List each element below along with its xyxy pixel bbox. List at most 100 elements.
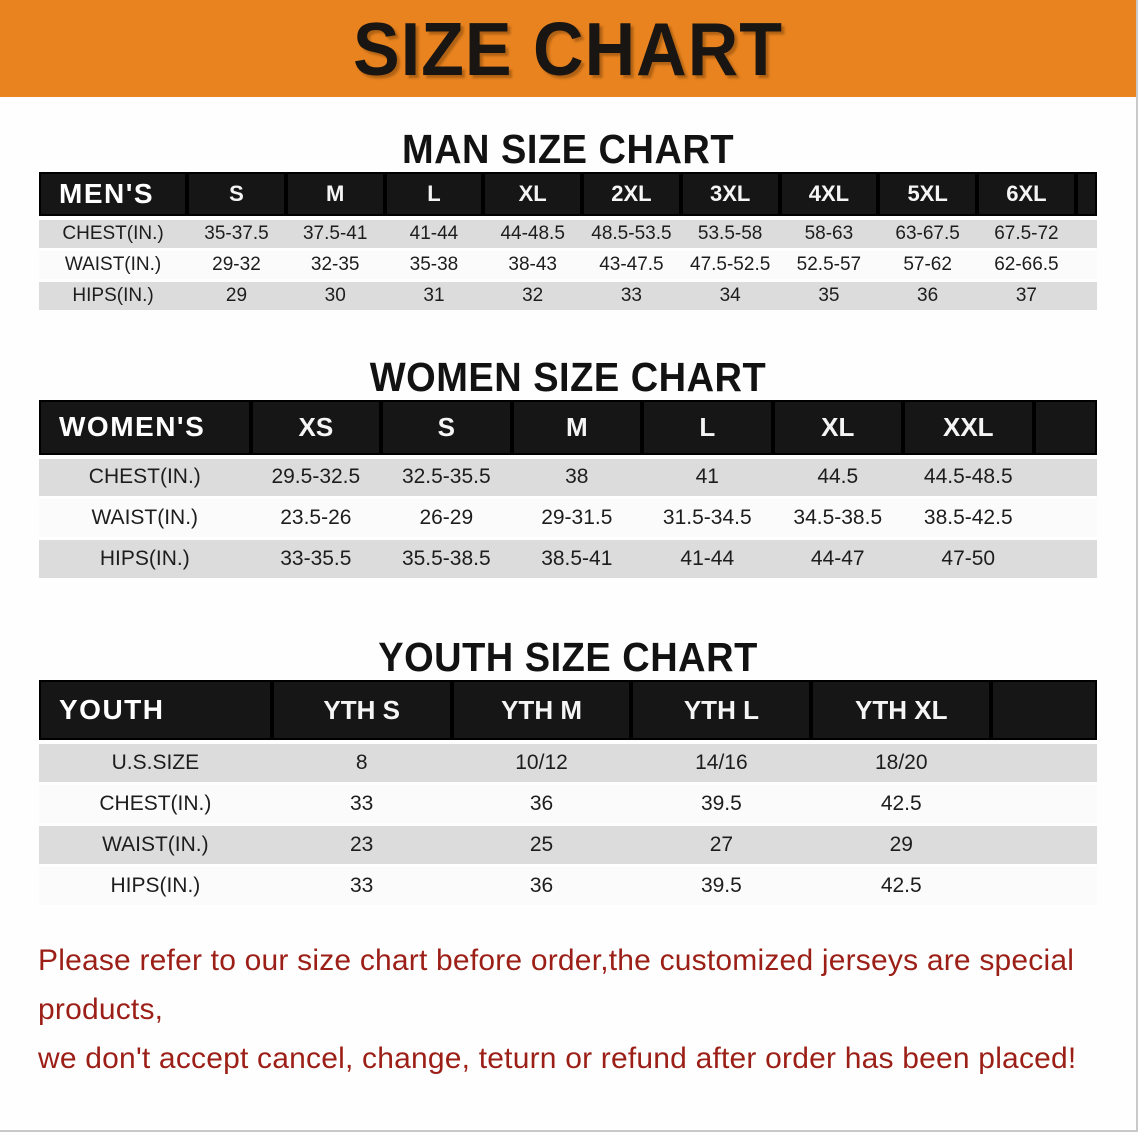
measurement-cell: 14/16	[631, 742, 812, 785]
spacer-cell	[1033, 497, 1097, 540]
table-row: CHEST(IN.) 35-37.5 37.5-41 41-44 44-48.5 48.5…	[39, 218, 1097, 251]
row-label-cell: WAIST(IN.)	[39, 249, 188, 282]
banner: SIZE CHART	[0, 0, 1136, 97]
table-row: HIPS(IN.) 33 36 39.5 42.5	[39, 865, 1097, 908]
measurement-cell: 29	[187, 280, 286, 313]
measurement-cell: 31	[384, 280, 484, 313]
table-header-row: WOMEN'S XS S M L XL XXL	[39, 399, 1097, 459]
measurement-cell: 57-62	[878, 249, 977, 282]
spacer-cell	[1075, 172, 1097, 220]
table-row: CHEST(IN.) 33 36 39.5 42.5	[39, 783, 1097, 826]
table-row: WAIST(IN.) 23 25 27 29	[39, 824, 1097, 867]
measurement-cell: 29-31.5	[511, 497, 643, 540]
row-label-cell: WAIST(IN.)	[39, 824, 272, 867]
women-size-table: WOMEN'S XS S M L XL XXL CHEST(IN.) 29.5-32.5 32.5…	[39, 399, 1097, 581]
disclaimer-line-1: Please refer to our size chart before or…	[38, 943, 1075, 1026]
measurement-cell: 29.5-32.5	[250, 456, 382, 499]
measurement-cell: 52.5-57	[779, 249, 879, 282]
table-row: WAIST(IN.) 23.5-26 26-29 29-31.5 31.5-34.5 34…	[39, 497, 1097, 540]
table-row: CHEST(IN.) 29.5-32.5 32.5-35.5 38 41 44.5 44.5…	[39, 456, 1097, 499]
spacer-cell	[1075, 280, 1097, 313]
row-label-cell: WAIST(IN.)	[39, 497, 251, 540]
measurement-cell: 25	[451, 824, 632, 867]
youth-section-heading: YOUTH SIZE CHART	[378, 635, 758, 681]
measurement-cell: 38.5-41	[511, 538, 643, 581]
spacer-cell	[991, 824, 1097, 867]
measurement-cell: 29-32	[187, 249, 286, 282]
measurement-cell: 37.5-41	[285, 218, 385, 251]
spacer-cell	[991, 680, 1097, 744]
measurement-cell: 41-44	[384, 218, 484, 251]
disclaimer-line-2: we don't accept cancel, change, teturn o…	[38, 1041, 1077, 1075]
spacer-cell	[1075, 249, 1097, 282]
measurement-cell: 42.5	[811, 865, 992, 908]
table-row: U.S.SIZE 8 10/12 14/16 18/20	[39, 742, 1097, 785]
spacer-cell	[1033, 538, 1097, 581]
measurement-cell: 8	[271, 742, 452, 785]
men-size-table: MEN'S S M L XL 2XL 3XL 4XL 5XL 6XL CHEST(IN.) 35-37…	[39, 172, 1097, 313]
row-label-cell: CHEST(IN.)	[39, 456, 251, 499]
measurement-cell: 32-35	[285, 249, 385, 282]
measurement-cell: 41-44	[642, 538, 773, 581]
row-label-cell: U.S.SIZE	[39, 742, 272, 785]
measurement-cell: 36	[451, 865, 632, 908]
table-row: HIPS(IN.) 33-35.5 35.5-38.5 38.5-41 41-44 44-…	[39, 538, 1097, 581]
measurement-cell: 34	[680, 280, 780, 313]
spacer-cell	[991, 865, 1097, 908]
measurement-cell: 63-67.5	[878, 218, 977, 251]
measurement-cell: 35-38	[384, 249, 484, 282]
row-label-cell: HIPS(IN.)	[39, 865, 272, 908]
measurement-cell: 67.5-72	[976, 218, 1076, 251]
spacer-cell	[1033, 456, 1097, 499]
measurement-cell: 35	[779, 280, 879, 313]
measurement-cell: 23	[271, 824, 452, 867]
measurement-cell: 31.5-34.5	[642, 497, 773, 540]
measurement-cell: 36	[451, 783, 632, 826]
youth-size-table: YOUTH YTH S YTH M YTH L YTH XL U.S.SIZE 8 10/12…	[39, 680, 1097, 908]
measurement-cell: 37	[976, 280, 1076, 313]
row-label-cell: CHEST(IN.)	[39, 218, 188, 251]
row-label-cell: HIPS(IN.)	[39, 538, 251, 581]
measurement-cell: 53.5-58	[680, 218, 780, 251]
measurement-cell: 26-29	[381, 497, 512, 540]
measurement-cell: 35.5-38.5	[381, 538, 512, 581]
size-column-header: XL	[772, 399, 904, 459]
measurement-cell: 38	[511, 456, 643, 499]
measurement-cell: 33	[271, 783, 452, 826]
measurement-cell: 42.5	[811, 783, 992, 826]
measurement-cell: 44.5	[772, 456, 904, 499]
table-title-cell: MEN'S	[39, 172, 188, 220]
table-title-cell: YOUTH	[39, 680, 272, 744]
measurement-cell: 29	[811, 824, 992, 867]
measurement-cell: 44-47	[772, 538, 904, 581]
size-column-header: L	[384, 172, 484, 220]
size-column-header: 6XL	[976, 172, 1076, 220]
size-column-header: XXL	[903, 399, 1034, 459]
size-column-header: YTH S	[271, 680, 452, 744]
measurement-cell: 38-43	[483, 249, 583, 282]
measurement-cell: 39.5	[631, 865, 812, 908]
row-label-cell: CHEST(IN.)	[39, 783, 272, 826]
measurement-cell: 35-37.5	[187, 218, 286, 251]
measurement-cell: 10/12	[451, 742, 632, 785]
measurement-cell: 34.5-38.5	[772, 497, 904, 540]
size-column-header: 2XL	[582, 172, 681, 220]
size-column-header: S	[381, 399, 512, 459]
disclaimer-text: Please refer to our size chart before or…	[38, 936, 1098, 1083]
size-column-header: XL	[483, 172, 583, 220]
measurement-cell: 62-66.5	[976, 249, 1076, 282]
measurement-cell: 39.5	[631, 783, 812, 826]
spacer-cell	[991, 783, 1097, 826]
size-column-header: YTH XL	[811, 680, 992, 744]
size-column-header: M	[285, 172, 385, 220]
table-row: HIPS(IN.) 29 30 31 32 33 34 35 36 37	[39, 280, 1097, 313]
table-title-cell: WOMEN'S	[39, 399, 251, 459]
measurement-cell: 32	[483, 280, 583, 313]
measurement-cell: 47.5-52.5	[680, 249, 780, 282]
measurement-cell: 48.5-53.5	[582, 218, 681, 251]
measurement-cell: 44-48.5	[483, 218, 583, 251]
size-column-header: YTH M	[451, 680, 632, 744]
measurement-cell: 33	[582, 280, 681, 313]
measurement-cell: 41	[642, 456, 773, 499]
